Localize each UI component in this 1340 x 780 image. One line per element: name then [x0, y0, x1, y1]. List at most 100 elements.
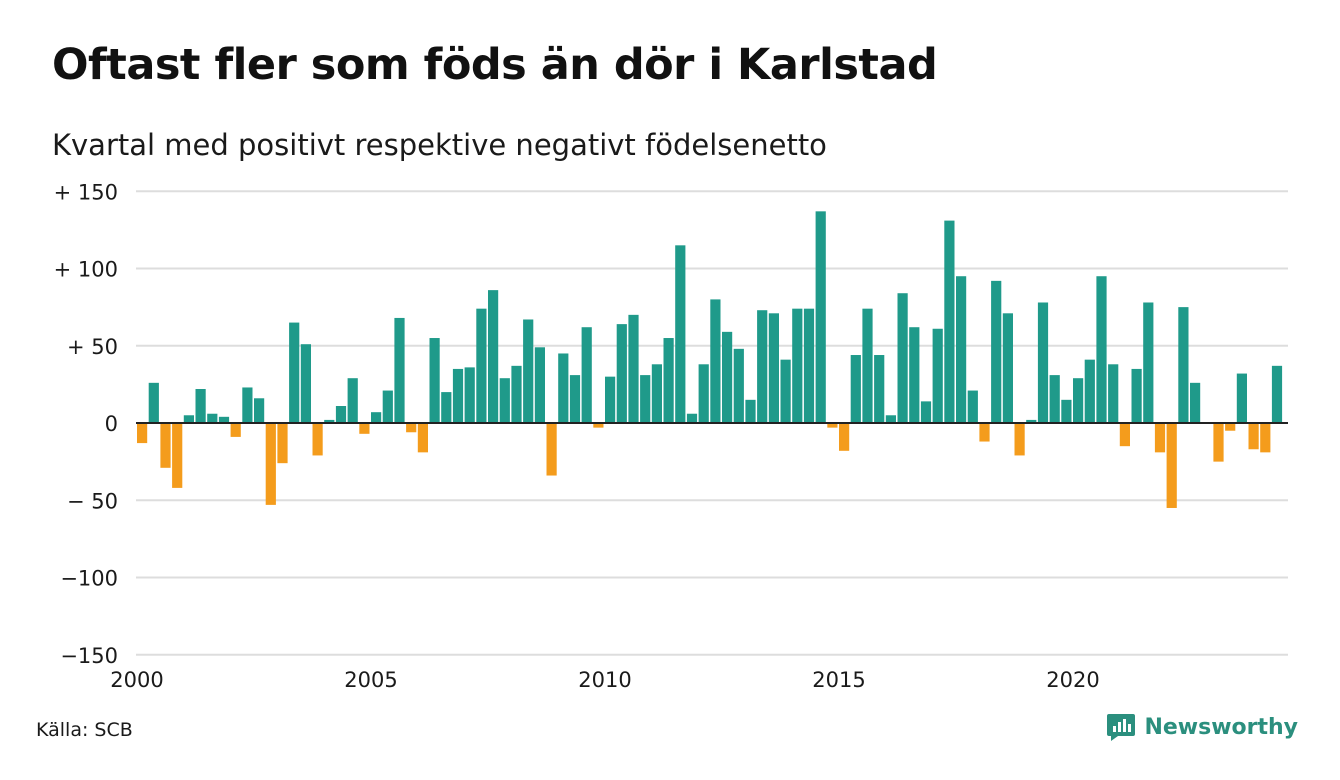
bar [137, 423, 148, 444]
bar [1190, 382, 1201, 423]
bar [207, 413, 218, 423]
bar [1248, 423, 1259, 450]
x-tick-label: 2010 [578, 668, 631, 692]
bar [324, 419, 335, 423]
bar [148, 382, 159, 423]
y-tick-label: −100 [60, 567, 118, 591]
chart-title: Oftast fler som föds än dör i Karlstad [52, 40, 938, 90]
bar [1154, 423, 1166, 453]
bar [1108, 364, 1119, 423]
bar [417, 423, 428, 453]
source-note: Källa: SCB [36, 719, 133, 741]
x-tick-label: 2020 [1046, 668, 1099, 692]
chart-subtitle: Kvartal med positivt respektive negativt… [52, 128, 827, 162]
bar [815, 211, 826, 423]
x-tick-label: 2005 [344, 668, 397, 692]
bar [1225, 423, 1236, 431]
bar [628, 314, 639, 423]
bar [534, 347, 545, 423]
bar [593, 423, 604, 428]
bar [1119, 423, 1130, 447]
y-tick-label: −150 [60, 644, 118, 668]
bar [511, 365, 522, 423]
bar [382, 390, 393, 423]
bar [172, 423, 183, 488]
bar [476, 308, 487, 423]
bar [780, 359, 791, 423]
bar [1271, 365, 1283, 423]
bar [1014, 423, 1025, 456]
bar [277, 423, 288, 464]
bar [488, 290, 499, 423]
bar [874, 355, 885, 423]
bar [464, 367, 475, 423]
bar [1049, 375, 1060, 423]
y-tick-label: − 50 [67, 489, 118, 513]
brand-logo: Newsworthy [1106, 712, 1298, 742]
bar [651, 364, 662, 423]
bar [768, 313, 779, 423]
x-tick-label: 2015 [812, 668, 865, 692]
x-tick-label: 2000 [110, 668, 163, 692]
bar [300, 344, 311, 423]
bar [558, 353, 569, 423]
bar [546, 423, 557, 476]
y-tick-label: + 50 [67, 335, 118, 359]
bar [406, 423, 417, 433]
y-tick-label: 0 [105, 412, 118, 436]
bar [956, 276, 967, 423]
bar [1073, 378, 1084, 423]
bar [160, 423, 171, 468]
bar [289, 322, 300, 423]
bar [569, 375, 581, 423]
bar-chart: + 150 + 100 + 50 0 − 50 −100 −150 2000 2005 2010… [54, 180, 1288, 692]
y-axis-ticks: + 150 + 100 + 50 0 − 50 −100 −150 [54, 180, 118, 668]
bars [137, 211, 1283, 508]
bar [265, 423, 276, 505]
bar [944, 220, 955, 423]
bar [441, 392, 452, 423]
bar [1236, 373, 1247, 423]
bar [733, 348, 744, 423]
bar [1026, 419, 1037, 423]
bar [1096, 276, 1107, 423]
bar [885, 415, 896, 423]
bar [335, 406, 347, 423]
bar [792, 308, 803, 423]
bar [523, 319, 534, 423]
bar [991, 280, 1002, 423]
bar [195, 389, 206, 423]
bar [312, 423, 323, 456]
bar [663, 338, 674, 423]
bar [183, 415, 194, 423]
bar [1131, 368, 1142, 423]
bar [850, 355, 861, 423]
bar [909, 327, 920, 423]
bar [254, 398, 265, 423]
bar [230, 423, 241, 437]
bar [452, 368, 464, 423]
newsworthy-logo-icon [1107, 714, 1136, 741]
bar [394, 317, 405, 423]
bar [757, 310, 768, 423]
y-tick-label: + 150 [54, 180, 118, 204]
bar [745, 399, 756, 423]
y-tick-label: + 100 [54, 258, 118, 282]
bar [1037, 302, 1049, 423]
bar [686, 413, 698, 423]
bar [1260, 423, 1271, 453]
bar [803, 308, 815, 423]
x-axis-ticks: 2000 2005 2010 2015 2020 [110, 668, 1099, 692]
bar [499, 378, 510, 423]
bar [839, 423, 850, 451]
brand-name: Newsworthy [1144, 714, 1298, 740]
bar [1166, 423, 1177, 508]
bar [218, 416, 230, 423]
bar [640, 375, 651, 423]
bar [429, 338, 440, 423]
bar [722, 331, 733, 423]
bar [605, 376, 616, 423]
bar [897, 293, 908, 423]
bar [1084, 359, 1095, 423]
bar [967, 390, 978, 423]
